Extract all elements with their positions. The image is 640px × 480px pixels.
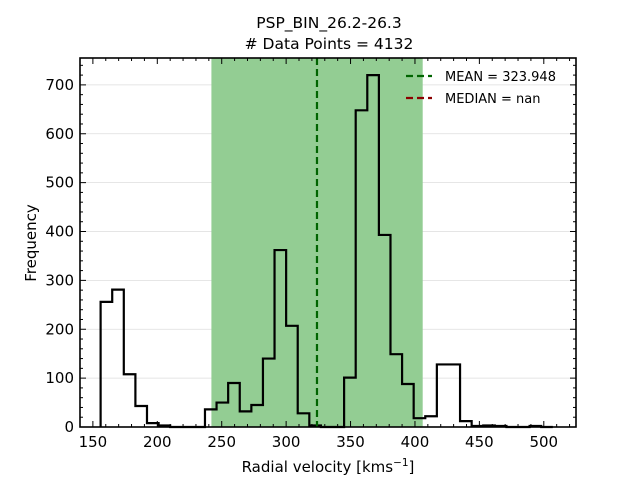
y-tick-label: 400	[45, 223, 74, 241]
x-tick-label: 200	[143, 433, 172, 451]
y-tick-label: 700	[45, 76, 74, 94]
x-tick-label: 300	[272, 433, 301, 451]
x-tick-label: 250	[207, 433, 236, 451]
x-tick-label: 450	[465, 433, 494, 451]
histogram-bin	[367, 75, 379, 427]
histogram-bin	[402, 384, 414, 427]
x-tick-label: 350	[336, 433, 365, 451]
y-tick-label: 0	[64, 418, 74, 436]
histogram-bin	[437, 364, 449, 427]
histogram-bin	[379, 235, 391, 427]
histogram-bin	[425, 416, 437, 427]
histogram-bin	[263, 359, 275, 427]
histogram-bin	[390, 354, 402, 427]
x-axis-label: Radial velocity [kms−1]	[242, 457, 415, 476]
histogram-bin	[124, 374, 136, 427]
histogram-bin	[448, 364, 460, 427]
y-tick-label: 100	[45, 369, 74, 387]
histogram-bin	[356, 110, 368, 427]
x-axis-label-exponent: −1	[393, 457, 408, 469]
histogram-bin	[286, 326, 298, 427]
histogram-bin	[275, 250, 287, 427]
x-tick-label: 400	[401, 433, 430, 451]
histogram-bin	[135, 406, 147, 427]
histogram-bin	[205, 409, 217, 427]
y-axis-label: Frequency	[22, 204, 40, 282]
histogram-bin	[344, 378, 356, 427]
chart-subtitle: # Data Points = 4132	[245, 35, 414, 53]
x-axis-label-close: ]	[409, 458, 415, 476]
x-tick-label: 500	[529, 433, 558, 451]
y-tick-label: 200	[45, 320, 74, 338]
plot-area: 150 200 250 300 350 400 450 500 0 100 200 300 400 500…	[45, 57, 577, 451]
histogram-bin	[112, 290, 124, 427]
histogram-bin	[460, 421, 472, 427]
histogram-bin	[228, 383, 240, 427]
y-tick-label: 600	[45, 125, 74, 143]
axes-frame	[79, 57, 577, 428]
legend-label: MEDIAN = nan	[445, 92, 541, 107]
x-axis-label-main: Radial velocity [kms	[242, 458, 394, 476]
y-tick-label: 300	[45, 271, 74, 289]
histogram-bin	[240, 411, 252, 427]
histogram-bin	[101, 302, 113, 427]
histogram-bin	[217, 403, 229, 427]
histogram-bin	[251, 405, 263, 427]
chart-title: PSP_BIN_26.2-26.3	[256, 14, 401, 33]
x-tick-label: 150	[79, 433, 108, 451]
y-tick-label: 500	[45, 174, 74, 192]
legend: MEAN = 323.948 MEDIAN = nan	[406, 70, 556, 107]
legend-label: MEAN = 323.948	[445, 70, 556, 85]
